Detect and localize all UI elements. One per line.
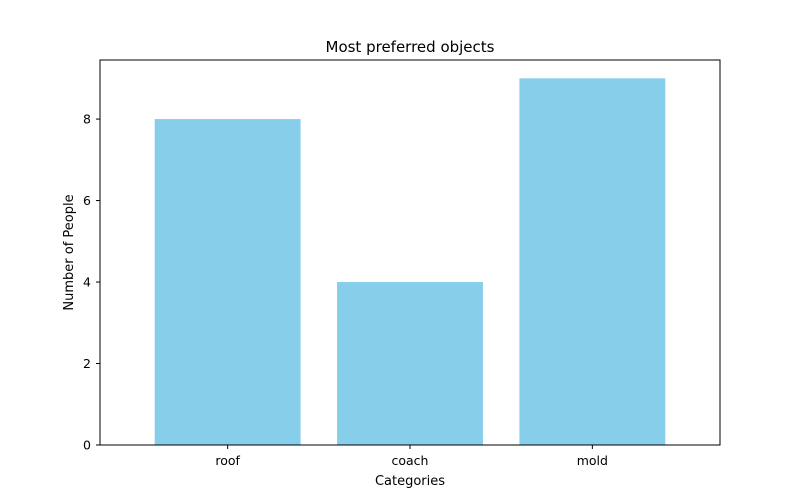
x-axis-ticks: roof coach mold [215, 445, 608, 468]
y-tick-label-8: 8 [83, 112, 91, 127]
bars-group [154, 78, 666, 445]
y-tick-label-2: 2 [83, 356, 91, 371]
x-axis-label: Categories [375, 474, 445, 489]
bar-coach [337, 282, 483, 445]
chart-title: Most preferred objects [326, 38, 495, 56]
y-tick-label-4: 4 [83, 275, 91, 290]
y-tick-label-0: 0 [83, 438, 91, 453]
bar-roof [154, 119, 301, 445]
x-tick-label-roof: roof [215, 453, 240, 468]
y-axis-label: Number of People [62, 194, 77, 310]
y-axis-ticks: 0 2 4 6 8 [83, 112, 100, 453]
x-tick-label-mold: mold [577, 453, 608, 468]
x-tick-label-coach: coach [392, 453, 429, 468]
y-tick-label-6: 6 [83, 193, 91, 208]
bar-mold [519, 78, 666, 445]
